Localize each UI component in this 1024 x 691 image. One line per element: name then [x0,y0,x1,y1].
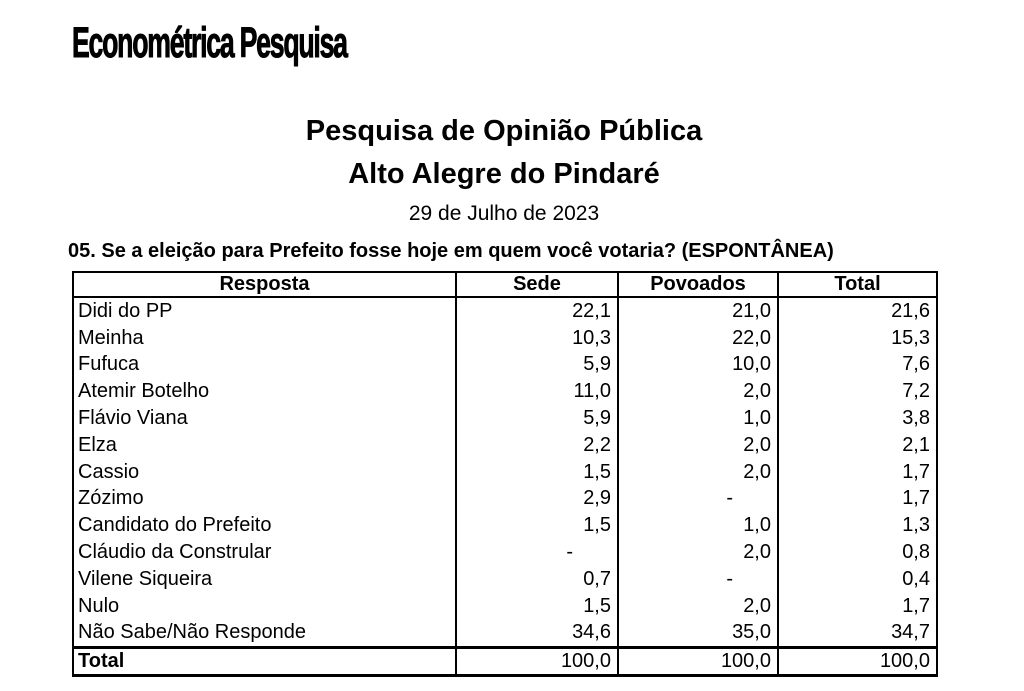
povoados-cell: - [617,485,779,513]
sede-cell: 5,9 [455,351,619,379]
povoados-cell: 35,0 [617,619,779,648]
resposta-cell: Vilene Siqueira [72,565,457,593]
resposta-cell: Didi do PP [72,297,457,325]
total-cell: 3,8 [777,405,938,432]
total-cell: 1,3 [777,512,938,540]
sede-cell: 1,5 [455,592,619,620]
povoados-cell: 22,0 [617,324,779,352]
resposta-cell: Candidato do Prefeito [72,512,457,540]
sede-cell: 5,9 [455,405,619,432]
sede-cell: 2,2 [455,431,619,459]
resposta-cell: Total [72,646,457,676]
sede-cell: 34,6 [455,619,619,648]
table-row: Não Sabe/Não Responde 34,6 35,0 34,7 [72,619,938,648]
report-header: Pesquisa de Opinião Pública Alto Alegre … [72,110,936,230]
resposta-cell: Zózimo [72,485,457,513]
total-cell: 1,7 [777,458,938,486]
sede-cell: 2,9 [455,485,619,513]
table-row: Zózimo 2,9 - 1,7 [72,485,938,513]
column-header-sede: Sede [455,271,619,298]
poll-results-table: Resposta Sede Povoados Total Didi do PP … [72,271,938,678]
resposta-cell: Elza [72,431,457,459]
sede-cell: - [455,539,619,566]
report-date: 29 de Julho de 2023 [408,202,600,225]
resposta-cell: Cláudio da Constrular [72,539,457,566]
sede-cell: 1,5 [455,458,619,486]
table-row: Didi do PP 22,1 21,0 21,6 [72,297,938,325]
table-row: Fufuca 5,9 10,0 7,6 [72,351,938,379]
sede-cell: 1,5 [455,512,619,540]
page-title: Pesquisa de Opinião Pública [305,115,703,147]
resposta-cell: Meinha [72,324,457,352]
sede-cell: 0,7 [455,565,619,593]
total-cell: 0,8 [777,539,938,566]
table-row: Nulo 1,5 2,0 1,7 [72,592,938,620]
table-row: Meinha 10,3 22,0 15,3 [72,324,938,352]
resposta-cell: Fufuca [72,351,457,379]
sede-cell: 11,0 [455,378,619,406]
company-logo: Econométrica Pesquisa [72,19,349,67]
povoados-cell: 2,0 [617,378,779,406]
page-subtitle: Alto Alegre do Pindaré [348,158,660,190]
resposta-cell: Atemir Botelho [72,378,457,406]
sede-cell: 100,0 [455,646,619,676]
resposta-cell: Não Sabe/Não Responde [72,619,457,648]
table-row: Vilene Siqueira 0,7 - 0,4 [72,565,938,593]
total-cell: 1,7 [777,592,938,620]
total-cell: 15,3 [777,324,938,352]
table-row: Cassio 1,5 2,0 1,7 [72,458,938,486]
povoados-cell: 1,0 [617,405,779,432]
total-cell: 21,6 [777,297,938,325]
total-cell: 34,7 [777,619,938,648]
column-header-total: Total [777,271,938,298]
povoados-cell: 1,0 [617,512,779,540]
total-cell: 0,4 [777,565,938,593]
total-cell: 100,0 [777,646,938,676]
total-cell: 7,6 [777,351,938,379]
total-cell: 7,2 [777,378,938,406]
povoados-cell: 2,0 [617,592,779,620]
resposta-cell: Nulo [72,592,457,620]
table-header-row: Resposta Sede Povoados Total [72,271,938,298]
column-header-resposta: Resposta [72,271,457,298]
povoados-cell: 100,0 [617,646,779,676]
question-title: 05. Se a eleição para Prefeito fosse hoj… [68,240,834,262]
table-row: Atemir Botelho 11,0 2,0 7,2 [72,378,938,406]
table-row: Flávio Viana 5,9 1,0 3,8 [72,405,938,432]
table-row: Candidato do Prefeito 1,5 1,0 1,3 [72,512,938,540]
table-row: Elza 2,2 2,0 2,1 [72,431,938,459]
column-header-povoados: Povoados [617,271,779,298]
povoados-cell: 2,0 [617,458,779,486]
povoados-cell: 2,0 [617,431,779,459]
total-cell: 2,1 [777,431,938,459]
resposta-cell: Flávio Viana [72,405,457,432]
total-cell: 1,7 [777,485,938,513]
povoados-cell: 10,0 [617,351,779,379]
sede-cell: 10,3 [455,324,619,352]
povoados-cell: 2,0 [617,539,779,566]
sede-cell: 22,1 [455,297,619,325]
table-row: Cláudio da Constrular - 2,0 0,8 [72,539,938,566]
total-row: Total 100,0 100,0 100,0 [72,646,938,676]
resposta-cell: Cassio [72,458,457,486]
povoados-cell: - [617,565,779,593]
povoados-cell: 21,0 [617,297,779,325]
